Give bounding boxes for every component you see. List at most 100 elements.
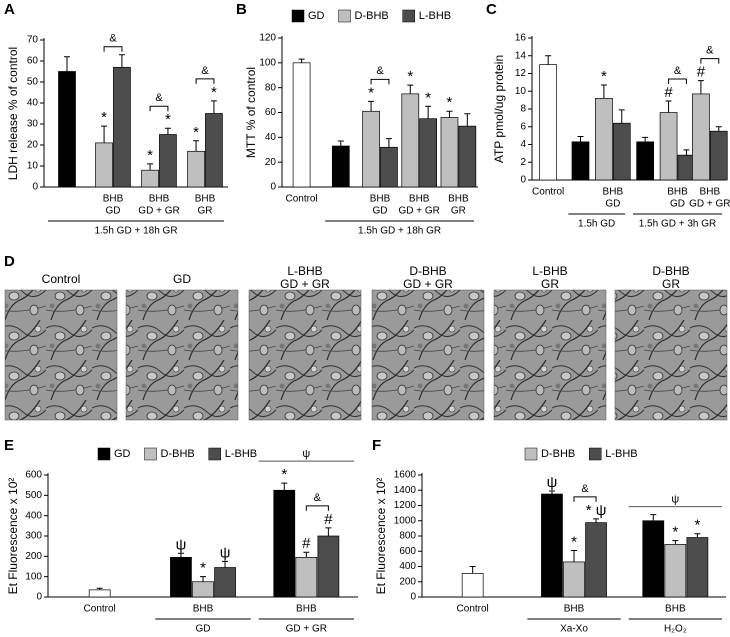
span-label: ψ: [302, 448, 310, 460]
legend-label: L-BHB: [605, 448, 637, 460]
annotation: *: [447, 94, 453, 111]
image-label: GR: [541, 277, 559, 291]
y-tick-label: 600: [25, 470, 42, 481]
error-bar: [368, 100, 375, 112]
error-bar: [650, 514, 657, 521]
legend-swatch: [588, 447, 602, 461]
x-tick-label: GR: [451, 206, 466, 217]
y-tick-label: 6: [520, 121, 526, 132]
x-tick-label: BHB: [193, 604, 214, 615]
annotation: *: [281, 466, 287, 483]
bracket-label: &: [376, 65, 384, 77]
y-tick-label: 60: [27, 56, 39, 67]
y-tick-label: 400: [399, 561, 416, 572]
bar: [401, 93, 420, 188]
error-bar: [469, 566, 476, 574]
y-tick-label: 16: [515, 33, 527, 44]
y-tick-label: 120: [259, 33, 276, 44]
error-bar: [164, 127, 171, 135]
bar: [214, 567, 236, 598]
x-tick-label: BHB: [667, 187, 688, 198]
group-label: GD: [196, 624, 211, 635]
bar: [659, 112, 678, 181]
x-tick-label: BHB: [665, 604, 686, 615]
y-tick-label: 10: [27, 161, 39, 172]
bracket-label: &: [314, 492, 322, 504]
error-bar: [577, 136, 584, 142]
x-tick-label: GR: [198, 206, 213, 217]
y-axis-label: LDH release % of control: [6, 47, 20, 180]
annotation: *: [571, 533, 577, 550]
image-label: L-BHB: [532, 264, 567, 278]
legend-swatch: [144, 447, 157, 461]
legend-label: GD: [114, 448, 131, 460]
x-tick-label: BHB: [409, 194, 430, 205]
y-axis-label: ATP pmol/ug protein: [492, 55, 506, 163]
error-bar: [325, 527, 332, 536]
error-bar: [600, 84, 607, 99]
x-tick-label: BHB: [564, 604, 585, 615]
annotation: ψ: [547, 474, 558, 491]
x-tick-label: BHB: [195, 194, 216, 205]
micrograph: [493, 289, 607, 421]
bar: [595, 97, 613, 181]
micrograph: [248, 289, 362, 421]
bar: [541, 493, 563, 598]
bar: [331, 145, 350, 188]
x-tick-label: Control: [285, 194, 317, 205]
group-label: 1.5h GD + 18h GR: [94, 226, 177, 237]
bracket-label: &: [109, 33, 117, 45]
error-bar: [694, 533, 701, 538]
bracket-label: &: [706, 45, 714, 57]
y-axis-label: MTT % of control: [244, 67, 258, 158]
legend-label: L-BHB: [225, 448, 257, 460]
error-bar: [407, 84, 414, 94]
bar: [95, 142, 113, 188]
bar: [419, 118, 437, 188]
panel-letter: A: [4, 1, 15, 18]
y-tick-label: 2: [520, 157, 526, 168]
error-bar: [337, 140, 344, 147]
image-label: D-BHB: [652, 264, 689, 278]
annotation: *: [407, 68, 413, 85]
bar: [170, 556, 192, 598]
legend-label: L-BHB: [419, 10, 451, 22]
annotation: #: [302, 535, 311, 552]
x-tick-label: BHB: [370, 194, 391, 205]
y-tick-label: 80: [265, 82, 277, 93]
annotation: #: [664, 84, 673, 101]
panel-letter: C: [486, 1, 497, 18]
bar: [192, 581, 214, 598]
bar: [440, 117, 459, 188]
image-label: GD + GR: [403, 277, 453, 291]
bar: [88, 589, 111, 598]
y-tick-label: 100: [25, 571, 42, 582]
y-tick-label: 0: [410, 592, 416, 603]
micrograph: [371, 289, 485, 421]
legend-swatch: [208, 447, 221, 461]
legend-swatch: [402, 9, 415, 23]
x-tick-label: BHB: [296, 604, 317, 615]
legend-label: D-BHB: [161, 448, 195, 460]
group-label: 1.5h GD: [578, 219, 615, 230]
y-tick-label: 8: [520, 104, 526, 115]
x-tick-label: BHB: [603, 187, 624, 198]
error-bar: [665, 100, 672, 113]
annotation: #: [697, 64, 706, 81]
bar: [571, 141, 590, 181]
error-bar: [210, 100, 217, 114]
bracket: [573, 496, 597, 502]
y-tick-label: 0: [270, 182, 276, 193]
error-bar: [618, 109, 625, 124]
bar: [205, 113, 223, 188]
image-label: L-BHB: [287, 264, 322, 278]
annotation: *: [101, 109, 107, 126]
annotation: *: [368, 84, 374, 101]
panel-letter: E: [4, 437, 14, 454]
bar: [612, 122, 631, 181]
error-bar: [193, 140, 200, 152]
image-label: Control: [42, 272, 81, 286]
x-tick-label: GD: [670, 199, 685, 210]
annotation: *: [165, 111, 171, 128]
annotation: *: [694, 517, 700, 534]
